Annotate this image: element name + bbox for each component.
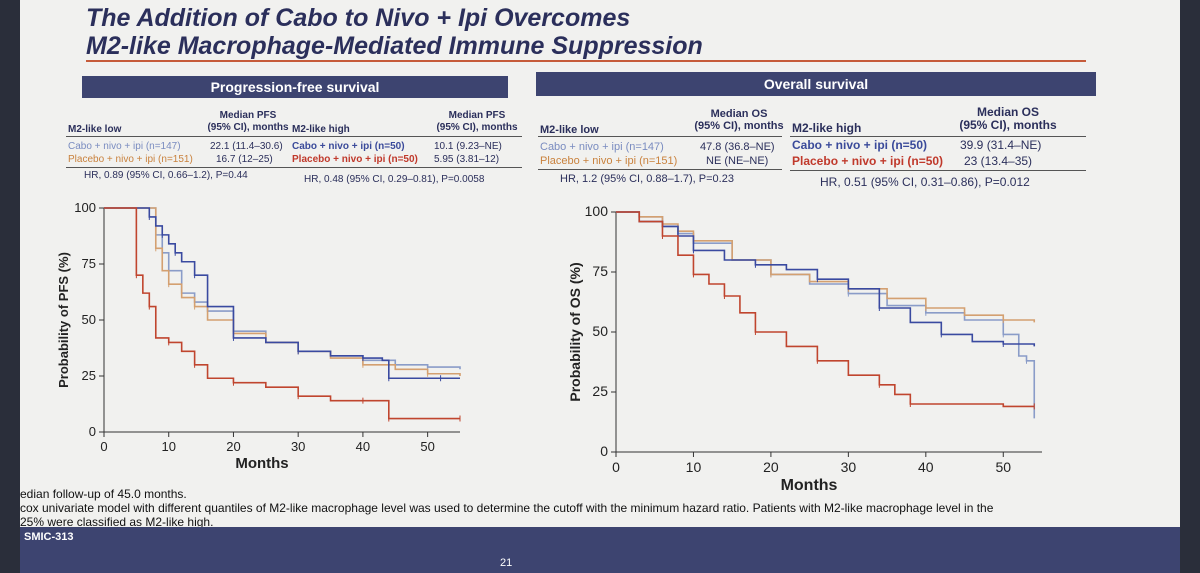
os-ytick-label: 50 bbox=[592, 323, 608, 339]
pfs-high-row-1-value: 10.1 (9.23–NE) bbox=[434, 141, 502, 152]
os-series-1 bbox=[616, 211, 1036, 323]
os-xlabel: Months bbox=[781, 477, 838, 494]
os-high-row-2-label: Placebo + nivo + ipi (n=50) bbox=[792, 154, 944, 168]
pfs-xtick-label: 40 bbox=[356, 439, 370, 454]
os-xtick-label: 20 bbox=[763, 459, 779, 475]
pfs-ytick-label: 75 bbox=[82, 256, 96, 271]
os-xtick-label: 0 bbox=[612, 459, 620, 475]
os-median-hdr-high: Median OS (95% CI), months bbox=[948, 106, 1068, 132]
os-chart: 0 25 50 75 100 0 10 20 30 40 50 Months Probability o… bbox=[567, 203, 1042, 494]
os-high-row-1-label: Cabo + nivo + ipi (n=50) bbox=[792, 138, 928, 152]
pfs-median-hdr-low: Median PFS (95% CI), months bbox=[203, 110, 293, 134]
footer-bar bbox=[20, 527, 1180, 573]
os-rule-high bbox=[790, 136, 1086, 137]
os-median-hdr-high-2: (95% CI), months bbox=[959, 118, 1057, 132]
pfs-xtick-label: 0 bbox=[100, 439, 107, 454]
pfs-series-2 bbox=[104, 207, 460, 380]
pfs-low-row-1-label: Cabo + nivo + ipi (n=147) bbox=[68, 141, 181, 152]
os-col-high: M2-like high bbox=[792, 121, 862, 135]
os-median-hdr-low: Median OS (95% CI), months bbox=[684, 108, 794, 132]
pfs-xtick-label: 30 bbox=[291, 439, 305, 454]
page-number: 21 bbox=[500, 557, 513, 569]
pfs-xtick-label: 20 bbox=[226, 439, 240, 454]
os-low-row-1-label: Cabo + nivo + ipi (n=147) bbox=[540, 141, 664, 153]
os-ytick-label: 100 bbox=[585, 203, 609, 219]
pfs-low-row-1-value: 22.1 (11.4–30.6) bbox=[210, 141, 283, 152]
pfs-high-row-2-label: Placebo + nivo + ipi (n=50) bbox=[292, 154, 418, 165]
footnote-1: edian follow-up of 45.0 months. bbox=[20, 487, 187, 501]
os-ylabel: Probability of OS (%) bbox=[567, 262, 583, 401]
pfs-median-hdr-high: Median PFS (95% CI), months bbox=[432, 110, 522, 134]
pfs-xtick-label: 10 bbox=[161, 439, 175, 454]
os-median-hdr-low-2: (95% CI), months bbox=[694, 120, 784, 132]
pfs-xtick-label: 50 bbox=[420, 439, 434, 454]
pfs-ytick-label: 25 bbox=[82, 368, 96, 383]
pfs-ytick-label: 50 bbox=[82, 312, 96, 327]
pfs-rule-high-2 bbox=[290, 167, 522, 168]
pfs-hr-high: HR, 0.48 (95% CI, 0.29–0.81), P=0.0058 bbox=[304, 174, 485, 185]
os-rule-high-2 bbox=[790, 170, 1086, 171]
pfs-hr-low: HR, 0.89 (95% CI, 0.66–1.2), P=0.44 bbox=[84, 170, 248, 181]
os-xtick-label: 30 bbox=[841, 459, 857, 475]
pfs-low-row-2-value: 16.7 (12–25) bbox=[216, 154, 273, 165]
os-xtick-label: 10 bbox=[686, 459, 702, 475]
pfs-median-hdr-high-2: (95% CI), months bbox=[436, 122, 518, 133]
pfs-col-low: M2-like low bbox=[68, 124, 122, 135]
os-low-row-1-value: 47.8 (36.8–NE) bbox=[700, 141, 775, 153]
os-high-row-1-value: 39.9 (31.4–NE) bbox=[960, 138, 1042, 152]
pfs-rule-low bbox=[66, 136, 296, 137]
pfs-ytick-label: 100 bbox=[74, 200, 96, 215]
os-rule-low-2 bbox=[538, 169, 782, 170]
os-col-low: M2-like low bbox=[540, 124, 599, 136]
pfs-rule-low-2 bbox=[66, 167, 296, 168]
os-xtick-label: 50 bbox=[995, 459, 1011, 475]
os-xtick-label: 40 bbox=[918, 459, 934, 475]
os-low-row-2-value: NE (NE–NE) bbox=[706, 155, 769, 167]
pfs-median-hdr-low-1: Median PFS bbox=[219, 110, 277, 121]
os-ytick-label: 0 bbox=[600, 443, 608, 459]
os-series-2 bbox=[616, 211, 1036, 347]
title-rule bbox=[86, 60, 1086, 62]
pfs-ylabel: Probability of PFS (%) bbox=[56, 252, 71, 388]
os-hr-high: HR, 0.51 (95% CI, 0.31–0.86), P=0.012 bbox=[820, 175, 1030, 189]
pfs-chart: 0 25 50 75 100 0 10 20 30 40 50 Months Probability o… bbox=[56, 200, 461, 472]
pfs-high-row-1-label: Cabo + nivo + ipi (n=50) bbox=[292, 141, 405, 152]
footnote-2: cox univariate model with different quan… bbox=[20, 501, 994, 515]
os-hr-low: HR, 1.2 (95% CI, 0.88–1.7), P=0.23 bbox=[560, 173, 734, 185]
os-median-hdr-high-1: Median OS bbox=[976, 105, 1039, 119]
os-series-3 bbox=[616, 211, 1035, 408]
os-median-hdr-low-1: Median OS bbox=[710, 108, 768, 120]
slide-title: The Addition of Cabo to Nivo + Ipi Overc… bbox=[86, 4, 703, 60]
os-rule-low bbox=[538, 136, 782, 137]
pfs-header: Progression-free survival bbox=[82, 76, 508, 98]
pfs-high-row-2-value: 5.95 (3.81–12) bbox=[434, 154, 500, 165]
pfs-series-3 bbox=[104, 207, 460, 420]
pfs-rule-high bbox=[290, 136, 522, 137]
title-line-1: The Addition of Cabo to Nivo + Ipi Overc… bbox=[86, 4, 631, 32]
slide: The Addition of Cabo to Nivo + Ipi Overc… bbox=[20, 0, 1180, 573]
pfs-median-hdr-high-1: Median PFS bbox=[448, 110, 506, 121]
title-line-2: M2-like Macrophage-Mediated Immune Suppr… bbox=[86, 32, 703, 60]
footnote-3: 25% were classified as M2-like high. bbox=[20, 515, 214, 529]
pfs-series-1 bbox=[104, 207, 461, 376]
pfs-median-hdr-low-2: (95% CI), months bbox=[207, 122, 289, 133]
os-ytick-label: 75 bbox=[592, 263, 608, 279]
os-header: Overall survival bbox=[536, 72, 1096, 96]
pfs-col-high: M2-like high bbox=[292, 124, 350, 135]
os-high-row-2-value: 23 (13.4–35) bbox=[964, 154, 1033, 168]
pfs-low-row-2-label: Placebo + nivo + ipi (n=151) bbox=[68, 154, 193, 165]
pfs-series-0 bbox=[104, 207, 461, 370]
os-ytick-label: 25 bbox=[592, 383, 608, 399]
os-low-row-2-label: Placebo + nivo + ipi (n=151) bbox=[540, 155, 678, 167]
footer-label: SMIC-313 bbox=[24, 531, 74, 543]
pfs-ytick-label: 0 bbox=[89, 424, 96, 439]
pfs-xlabel: Months bbox=[235, 455, 288, 472]
